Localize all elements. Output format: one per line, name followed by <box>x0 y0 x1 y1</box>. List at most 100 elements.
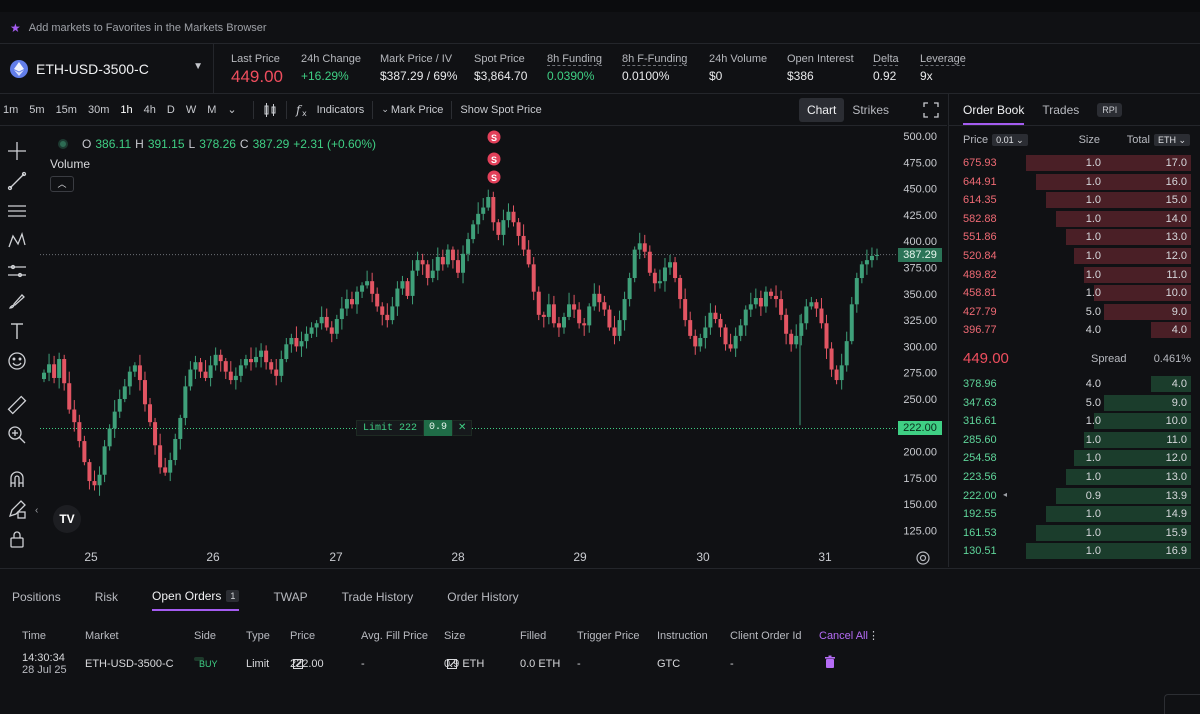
sell-trade-marker[interactable]: S <box>487 130 501 144</box>
ruler-icon[interactable] <box>7 395 27 415</box>
timeframe-4h[interactable]: 4h <box>143 103 156 116</box>
current-price-tag: 387.29 <box>898 248 942 262</box>
price-chart[interactable]: 500.00 475.00 450.00 425.00 400.00 375.00 350.… <box>40 127 947 567</box>
crosshair-icon[interactable] <box>7 141 27 161</box>
cancel-all-button[interactable]: Cancel All <box>819 630 868 642</box>
order-book-tabs: Order Book Trades RPI <box>949 94 1200 126</box>
pattern-icon[interactable] <box>7 231 27 251</box>
order-book-ask-row[interactable]: 614.35 1.0 15.0 <box>949 191 1200 209</box>
measure-ruler-icon[interactable] <box>7 261 27 281</box>
candle-body <box>531 264 536 292</box>
order-book-ask-row[interactable]: 458.81 1.0 10.0 <box>949 284 1200 302</box>
order-book-bid-row[interactable]: 285.60 1.0 11.0 <box>949 431 1200 449</box>
edit-price-icon[interactable] <box>293 659 303 670</box>
cancel-limit-order-icon[interactable]: ✕ <box>452 420 473 436</box>
order-book-ask-row[interactable]: 582.88 1.0 14.0 <box>949 210 1200 228</box>
order-book-bid-row[interactable]: 347.63 5.0 9.0 <box>949 394 1200 412</box>
order-book-ask-row[interactable]: 551.86 1.0 13.0 <box>949 228 1200 246</box>
y-axis-tick-label: 500.00 <box>903 131 937 143</box>
collapse-toolbar-chevron-icon[interactable]: ‹ <box>35 505 39 516</box>
zoom-in-icon[interactable] <box>7 425 27 445</box>
candle-body <box>476 213 481 225</box>
collapse-indicator-button[interactable]: ︿ <box>50 176 74 192</box>
order-book-bid-row[interactable]: 316.61 1.0 10.0 <box>949 412 1200 430</box>
tradingview-logo[interactable]: TV <box>53 505 81 533</box>
candle-body <box>334 319 339 334</box>
ohlc-low: 378.26 <box>199 137 236 151</box>
tab-positions[interactable]: Positions <box>12 590 61 604</box>
brush-icon[interactable] <box>7 291 27 311</box>
order-book-bid-row[interactable]: 223.56 1.0 13.0 <box>949 468 1200 486</box>
rpi-badge[interactable]: RPI <box>1097 102 1123 117</box>
cancel-order-trash-icon[interactable] <box>824 655 836 669</box>
edit-size-icon[interactable] <box>447 659 457 670</box>
tab-open-orders[interactable]: Open Orders 1 <box>152 589 240 611</box>
order-book-bid-row[interactable]: 378.96 4.0 4.0 <box>949 375 1200 393</box>
order-book-bid-row[interactable]: 192.55 1.0 14.9 <box>949 505 1200 523</box>
lock-icon[interactable] <box>7 529 27 549</box>
text-tool-icon[interactable] <box>7 321 27 341</box>
chart-settings-gear-icon[interactable] <box>915 550 931 566</box>
sell-trade-marker[interactable]: S <box>487 152 501 166</box>
order-book-bid-row[interactable]: 130.51 1.0 16.9 <box>949 542 1200 560</box>
timeframe-W[interactable]: W <box>185 103 197 116</box>
order-book-ask-row[interactable]: 427.79 5.0 9.0 <box>949 303 1200 321</box>
candle-body <box>814 302 819 309</box>
sell-trade-marker[interactable]: S <box>487 170 501 184</box>
tab-twap[interactable]: TWAP <box>273 590 308 604</box>
fullscreen-icon[interactable] <box>923 102 939 121</box>
candlestick-chart[interactable]: 500.00 475.00 450.00 425.00 400.00 375.00 350.… <box>40 127 947 567</box>
tab-trades[interactable]: Trades <box>1042 102 1080 117</box>
favorites-bar: ★ Add markets to Favorites in the Market… <box>0 0 1200 44</box>
more-options-icon[interactable]: ⋮ <box>868 630 879 642</box>
pencil-lock-icon[interactable] <box>7 499 27 519</box>
candle-body <box>309 327 314 334</box>
trend-line-icon[interactable] <box>7 171 27 191</box>
order-book-bid-row[interactable]: 222.00 ◂ 0.9 13.9 <box>949 487 1200 505</box>
unit-select[interactable]: ETH ⌄ <box>1153 134 1190 146</box>
panel-resize-handle[interactable] <box>1164 694 1200 714</box>
order-book-total: 14.9 <box>1165 508 1187 521</box>
candle-body <box>784 314 789 334</box>
show-spot-price-toggle[interactable]: Show Spot Price <box>460 103 542 116</box>
emoji-icon[interactable] <box>7 351 27 371</box>
tab-order-history[interactable]: Order History <box>447 590 519 604</box>
candle-body <box>864 260 869 265</box>
limit-order-line-tag[interactable]: Limit 222 0.9 ✕ <box>356 420 473 436</box>
candle-body <box>587 306 592 326</box>
order-book-bid-row[interactable]: 161.53 1.0 15.9 <box>949 524 1200 542</box>
limit-order-label[interactable]: Limit 222 <box>356 420 425 436</box>
tick-size-select[interactable]: 0.01 ⌄ <box>992 134 1028 146</box>
tab-order-book[interactable]: Order Book <box>963 95 1025 125</box>
candlestick-type-icon[interactable] <box>262 102 278 118</box>
y-axis-tick-label: 150.00 <box>903 499 937 511</box>
mark-price-dropdown[interactable]: ⌄ Mark Price <box>381 103 444 116</box>
magnet-icon[interactable] <box>7 469 27 489</box>
timeframe-1h[interactable]: 1h <box>120 103 133 116</box>
order-book-total: 11.0 <box>1166 268 1187 281</box>
tab-trade-history[interactable]: Trade History <box>341 590 414 604</box>
horizontal-lines-icon[interactable] <box>7 201 27 221</box>
order-book-bid-row[interactable]: 254.58 1.0 12.0 <box>949 449 1200 467</box>
candle-body <box>567 304 572 317</box>
order-book-ask-row[interactable]: 644.91 1.0 16.0 <box>949 173 1200 191</box>
candle-body <box>668 262 673 268</box>
timeframe-1m[interactable]: 1m <box>3 103 19 116</box>
timeframe-more-chevron-icon[interactable]: ⌄ <box>227 104 237 116</box>
timeframe-30m[interactable]: 30m <box>87 103 110 116</box>
timeframe-15m[interactable]: 15m <box>55 103 77 116</box>
order-book-ask-row[interactable]: 396.77 4.0 4.0 <box>949 321 1200 339</box>
timeframe-M[interactable]: M <box>207 103 217 116</box>
order-book-ask-row[interactable]: 675.93 1.0 17.0 <box>949 154 1200 172</box>
market-selector[interactable]: ETH-USD-3500-C ▼ <box>0 44 214 94</box>
timeframe-5m[interactable]: 5m <box>29 103 45 116</box>
tab-risk[interactable]: Risk <box>94 590 119 604</box>
timeframe-D[interactable]: D <box>166 103 175 116</box>
strikes-view-button[interactable]: Strikes <box>852 103 889 117</box>
candle-body <box>259 350 264 357</box>
limit-order-qty[interactable]: 0.9 <box>424 420 453 436</box>
order-book-ask-row[interactable]: 489.82 1.0 11.0 <box>949 266 1200 284</box>
order-book-ask-row[interactable]: 520.84 1.0 12.0 <box>949 247 1200 265</box>
chart-view-button[interactable]: Chart <box>798 98 845 122</box>
